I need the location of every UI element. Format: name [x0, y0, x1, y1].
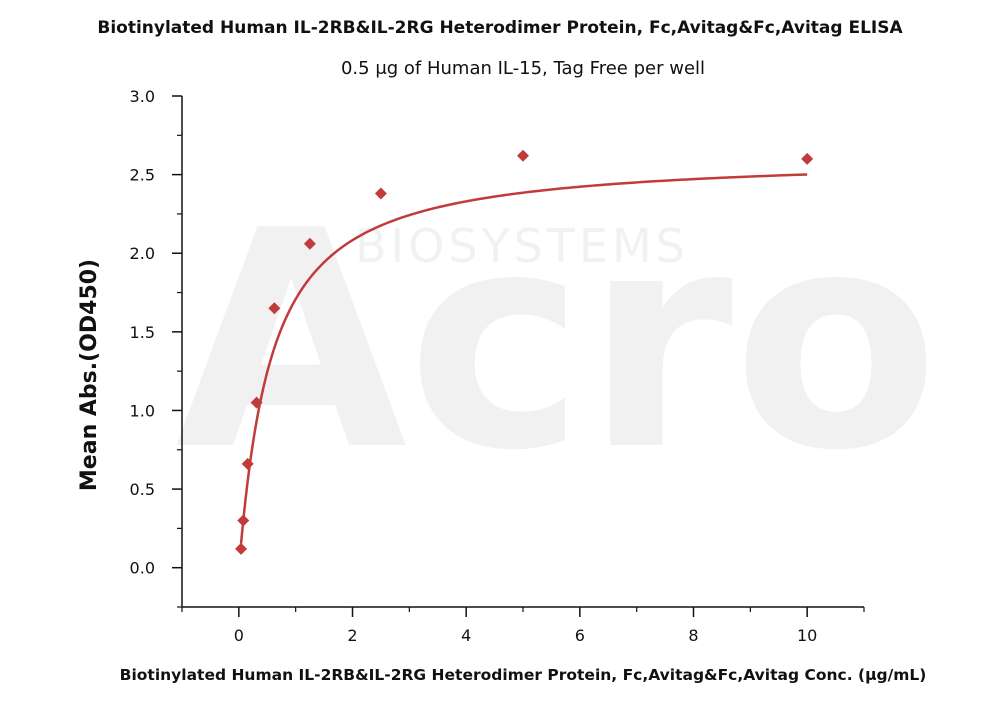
data-point [303, 237, 316, 250]
x-tick-label: 10 [797, 626, 817, 645]
data-point [801, 152, 814, 165]
data-point [268, 302, 281, 315]
y-axis-label: Mean Abs.(OD450) [77, 259, 102, 491]
x-axis-label: Biotinylated Human IL-2RB&IL-2RG Heterod… [120, 666, 927, 684]
y-tick-label: 1.0 [130, 401, 155, 420]
data-point [517, 149, 529, 162]
x-tick-label: 0 [234, 626, 244, 645]
data-point [374, 187, 387, 200]
x-tick-label: 6 [575, 626, 585, 645]
chart-subtitle: 0.5 μg of Human IL-15, Tag Free per well [340, 58, 706, 79]
x-tick-label: 8 [688, 626, 698, 645]
y-tick-label: 0.5 [130, 480, 155, 499]
data-point [241, 457, 254, 470]
data-point [237, 514, 250, 527]
x-tick-label: 2 [347, 626, 357, 645]
x-tick-label: 4 [461, 626, 471, 645]
data-point [235, 542, 248, 555]
data-point [250, 396, 263, 409]
watermark-logo: Acro BIOSYSTEMS [175, 167, 939, 516]
y-tick-label: 1.5 [130, 323, 155, 342]
y-tick-label: 2.5 [130, 166, 155, 185]
y-tick-label: 0.0 [130, 559, 155, 578]
y-tick-label: 3.0 [130, 87, 155, 106]
svg-text:BIOSYSTEMS: BIOSYSTEMS [355, 219, 689, 273]
y-tick-label: 2.0 [130, 244, 155, 263]
chart-title: Biotinylated Human IL-2RB&IL-2RG Heterod… [97, 18, 903, 38]
fit-curve [239, 173, 808, 544]
svg-text:Acro: Acro [175, 167, 939, 516]
